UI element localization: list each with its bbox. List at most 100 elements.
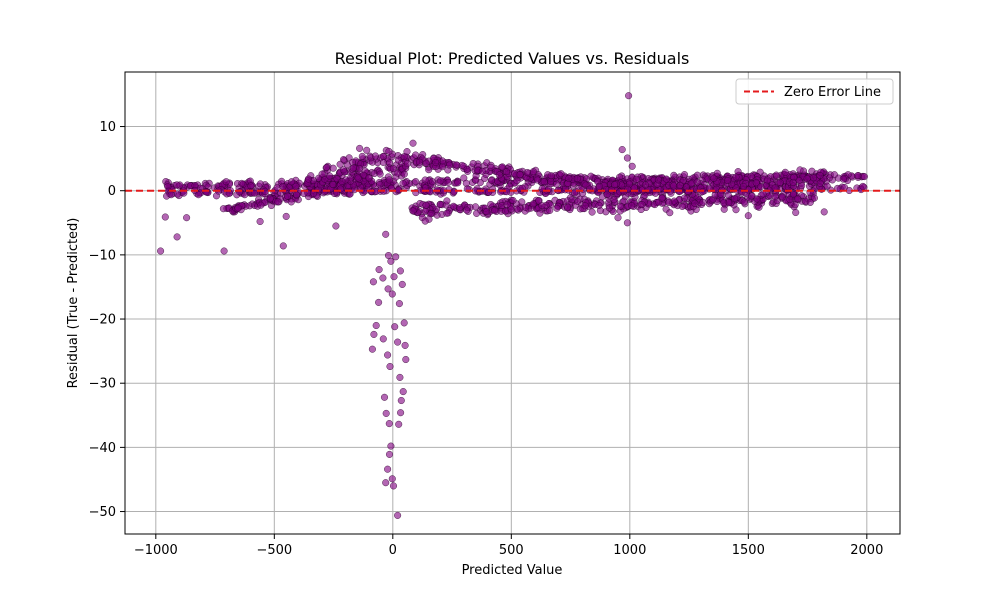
data-point — [375, 298, 383, 306]
data-point — [731, 195, 739, 203]
data-point — [403, 148, 411, 156]
data-point — [363, 146, 371, 154]
data-point — [403, 160, 412, 168]
legend: Zero Error Line — [735, 78, 894, 105]
data-point — [376, 170, 384, 178]
data-point — [396, 267, 404, 275]
data-point — [452, 161, 460, 169]
data-point — [369, 278, 377, 286]
data-point — [605, 204, 613, 212]
data-point — [354, 174, 362, 182]
data-point — [732, 173, 740, 181]
data-point — [236, 188, 244, 196]
data-point — [616, 173, 624, 181]
data-point — [623, 219, 631, 227]
data-point — [279, 242, 287, 250]
data-point — [358, 152, 366, 160]
data-point — [395, 300, 403, 308]
x-tick-label: 1500 — [732, 543, 765, 558]
data-point — [395, 420, 403, 428]
data-point — [384, 465, 392, 473]
data-point — [356, 144, 364, 152]
data-point — [534, 176, 542, 184]
data-point — [803, 175, 811, 183]
data-point — [616, 202, 624, 210]
data-point — [394, 156, 402, 164]
data-point — [680, 194, 688, 202]
data-point — [724, 191, 732, 199]
data-point — [394, 186, 403, 194]
data-point — [557, 170, 565, 178]
y-tick-label: −50 — [89, 505, 116, 520]
y-tick-label: −40 — [89, 441, 116, 456]
data-point — [349, 164, 358, 172]
data-point — [385, 420, 393, 428]
data-point — [763, 176, 771, 184]
data-point — [747, 172, 755, 180]
data-point — [816, 179, 824, 187]
data-point — [666, 209, 674, 217]
x-tick-label: 0 — [389, 543, 397, 558]
data-point — [173, 190, 181, 198]
x-axis-ticks: −1000 −500 0 500 1000 1500 2000 — [134, 534, 883, 558]
data-point — [437, 177, 445, 185]
data-point — [399, 388, 407, 396]
data-point — [400, 319, 408, 327]
data-point — [388, 290, 396, 298]
x-tick-label: −1000 — [134, 543, 178, 558]
data-point — [724, 176, 732, 185]
y-tick-label: −30 — [89, 377, 116, 392]
data-point — [422, 201, 430, 209]
data-point — [538, 202, 546, 210]
x-tick-label: 1000 — [613, 543, 646, 558]
data-point — [691, 199, 699, 207]
data-point — [744, 212, 752, 220]
data-point — [445, 161, 453, 169]
data-point — [752, 179, 760, 187]
data-point — [387, 442, 395, 450]
data-point — [739, 182, 748, 190]
y-axis-label: Residual (True - Predicted) — [66, 218, 81, 389]
data-point — [859, 182, 867, 190]
data-point — [781, 168, 789, 176]
data-point — [421, 176, 429, 184]
data-point — [529, 168, 537, 176]
data-point — [778, 193, 786, 201]
data-point — [329, 180, 337, 188]
data-point — [222, 178, 230, 186]
data-point — [497, 188, 505, 196]
data-point — [379, 335, 387, 343]
grid-lines — [125, 72, 900, 534]
data-point — [546, 206, 554, 214]
data-point — [789, 190, 797, 199]
data-point — [397, 396, 405, 405]
data-point — [632, 175, 640, 183]
data-point — [194, 191, 203, 199]
data-point — [368, 345, 376, 353]
data-point — [471, 203, 480, 211]
x-tick-label: −500 — [256, 543, 292, 558]
data-point — [399, 179, 407, 187]
data-point — [409, 207, 417, 215]
data-point — [610, 196, 618, 204]
data-point — [830, 171, 838, 179]
data-point — [503, 200, 511, 208]
data-point — [792, 208, 800, 217]
legend-entry-label: Zero Error Line — [784, 85, 881, 100]
y-tick-label: −20 — [89, 313, 116, 328]
data-point — [234, 204, 242, 212]
data-point — [611, 181, 619, 189]
data-point — [173, 181, 181, 189]
data-point — [456, 204, 464, 212]
data-point — [274, 198, 282, 206]
data-point — [573, 175, 581, 183]
data-point — [385, 159, 394, 167]
data-point — [463, 206, 471, 214]
data-point — [540, 178, 548, 186]
data-point — [487, 163, 495, 171]
data-point — [421, 217, 429, 225]
data-point — [382, 230, 390, 238]
data-point — [786, 195, 794, 204]
data-point — [391, 323, 399, 331]
